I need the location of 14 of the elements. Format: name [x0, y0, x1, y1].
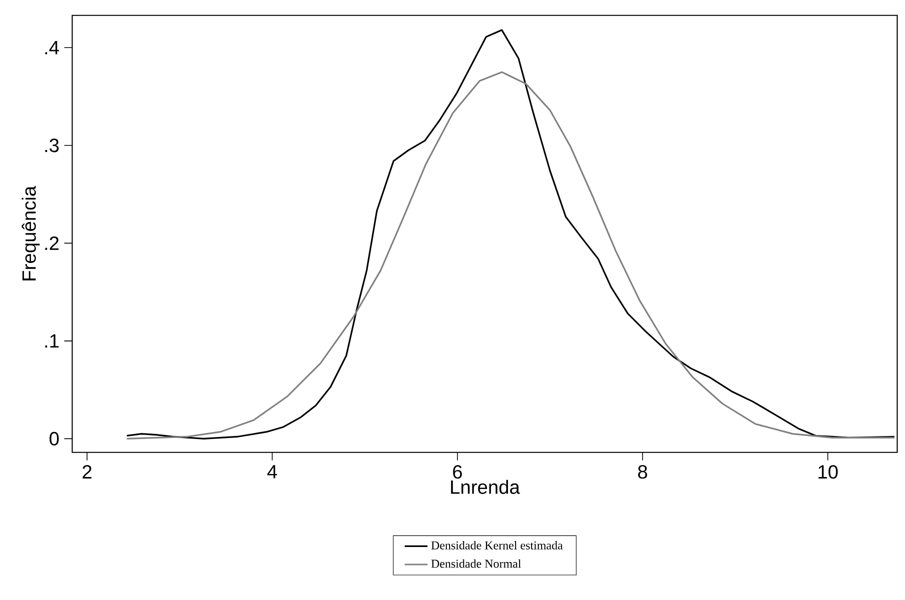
- x-tick-label: 2: [82, 465, 92, 478]
- y-tick-label: 0: [50, 432, 59, 446]
- legend-label: Densidade Normal: [431, 559, 522, 568]
- x-tick-label: 6: [453, 465, 462, 479]
- y-tick-label: .3: [45, 138, 59, 152]
- y-axis-title: Frequência: [22, 186, 40, 280]
- y-tick-label: .1: [45, 334, 59, 348]
- x-tick-label: 4: [267, 465, 278, 478]
- y-tick-label: .2: [45, 236, 59, 250]
- y-tick-label: .4: [45, 41, 59, 54]
- legend-label: Densidade Kernel estimada: [431, 541, 563, 550]
- x-tick-label: 8: [638, 465, 648, 479]
- x-tick-label: 10: [818, 465, 838, 479]
- x-axis-title: Lnrenda: [451, 480, 520, 494]
